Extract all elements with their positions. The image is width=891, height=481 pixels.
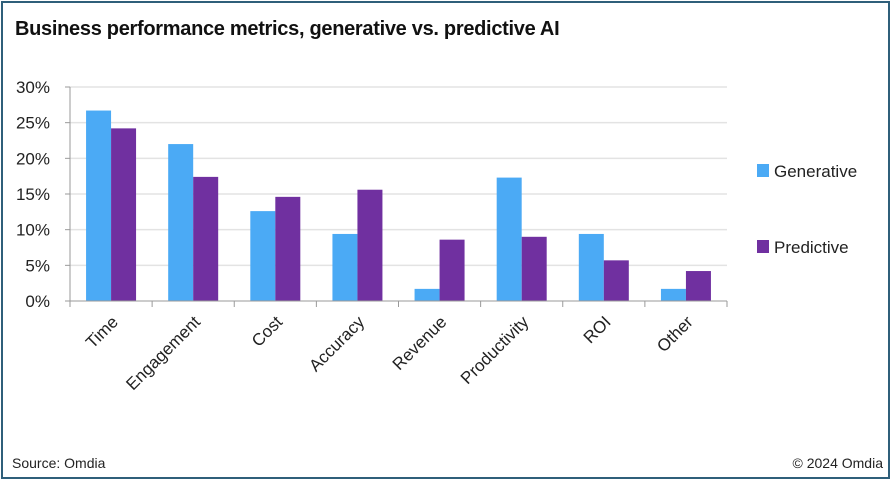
y-tick-labels: 0% 5% 10% 15% 20% 25% 30% [16,78,50,311]
bars [86,110,711,301]
legend-label-generative: Generative [774,162,857,181]
x-category-label: Cost [248,312,286,350]
y-tick-label: 0% [25,292,50,311]
y-tick-label: 30% [16,78,50,97]
x-category-label: ROI [580,312,615,347]
bar-predictive-other [685,271,711,301]
legend: Generative Predictive [757,162,857,257]
bar-generative-roi [578,233,604,301]
bar-generative-cost [250,211,276,301]
x-category-label: Time [82,312,122,352]
y-tick-label: 10% [16,221,50,240]
bar-predictive-revenue [439,239,465,301]
x-category-label: Revenue [389,312,451,374]
y-tick-label: 15% [16,185,50,204]
chart-title: Business performance metrics, generative… [15,18,560,40]
bar-generative-other [660,288,686,301]
axes [65,86,728,307]
bar-predictive-cost [275,196,301,301]
legend-label-predictive: Predictive [774,238,849,257]
x-category-label: Other [653,312,697,356]
bar-generative-productivity [496,177,522,301]
bar-generative-time [86,110,112,301]
x-category-label: Accuracy [305,312,368,375]
bar-generative-revenue [414,288,440,301]
bar-predictive-productivity [521,236,547,301]
bar-generative-accuracy [332,233,358,301]
bar-predictive-roi [603,260,629,301]
legend-swatch-predictive [757,240,769,253]
y-tick-label: 25% [16,114,50,133]
x-category-label: Productivity [457,312,533,388]
bar-generative-engagement [168,144,194,301]
bar-predictive-accuracy [357,189,383,301]
x-category-labels: Time Engagement Cost Accuracy Revenue Product… [82,312,697,394]
bar-predictive-time [111,128,137,301]
y-tick-label: 5% [25,256,50,275]
source-note: Source: Omdia [12,455,106,471]
copyright-note: © 2024 Omdia [792,455,883,471]
bar-predictive-engagement [193,176,219,301]
legend-swatch-generative [757,164,769,177]
y-tick-label: 20% [16,149,50,168]
x-category-label: Engagement [122,312,204,394]
